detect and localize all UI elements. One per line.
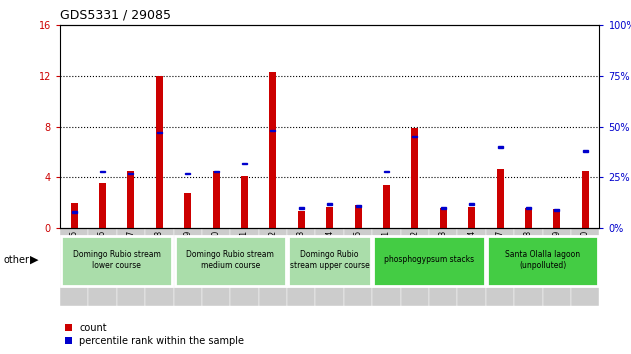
Bar: [497, 169, 504, 228]
Bar: [270, 130, 276, 131]
Bar: [553, 209, 560, 228]
Bar: [554, 210, 560, 211]
Bar: [100, 171, 105, 172]
Bar: [202, 228, 230, 306]
Text: phosphogypsum stacks: phosphogypsum stacks: [384, 256, 474, 264]
Bar: [543, 228, 571, 306]
Text: Domingo Rubio stream
lower course: Domingo Rubio stream lower course: [73, 250, 161, 270]
Bar: [269, 72, 276, 228]
Bar: [88, 228, 117, 306]
Bar: [383, 185, 390, 228]
Text: Domingo Rubio
stream upper course: Domingo Rubio stream upper course: [290, 250, 370, 270]
Bar: [288, 236, 371, 286]
Bar: [213, 171, 220, 228]
Bar: [128, 173, 134, 174]
Bar: [526, 207, 531, 209]
Bar: [326, 207, 333, 228]
Bar: [60, 228, 88, 306]
Bar: [525, 208, 532, 228]
Bar: [514, 228, 543, 306]
Bar: [174, 228, 202, 306]
Text: GDS5331 / 29085: GDS5331 / 29085: [60, 9, 171, 22]
Bar: [61, 236, 172, 286]
Bar: [287, 228, 316, 306]
Bar: [241, 176, 248, 228]
Bar: [469, 203, 475, 205]
Bar: [127, 171, 134, 228]
Bar: [230, 228, 259, 306]
Bar: [401, 228, 429, 306]
Bar: [457, 228, 486, 306]
Bar: [384, 171, 389, 172]
Text: ▶: ▶: [30, 255, 38, 265]
Bar: [242, 162, 247, 164]
Bar: [411, 128, 418, 228]
Bar: [497, 146, 503, 148]
Bar: [582, 171, 589, 228]
Bar: [175, 236, 286, 286]
Bar: [298, 207, 304, 209]
Bar: [344, 228, 372, 306]
Bar: [355, 205, 361, 207]
Bar: [327, 203, 333, 205]
Bar: [185, 173, 191, 174]
Bar: [372, 228, 401, 306]
Bar: [316, 228, 344, 306]
Bar: [259, 228, 287, 306]
Bar: [487, 236, 598, 286]
Bar: [145, 228, 174, 306]
Text: other: other: [3, 255, 29, 265]
Bar: [298, 211, 305, 228]
Bar: [412, 136, 418, 137]
Legend: count, percentile rank within the sample: count, percentile rank within the sample: [65, 323, 244, 346]
Bar: [582, 150, 588, 152]
Text: Santa Olalla lagoon
(unpolluted): Santa Olalla lagoon (unpolluted): [505, 250, 581, 270]
Bar: [429, 228, 457, 306]
Bar: [99, 183, 106, 228]
Bar: [184, 193, 191, 228]
Bar: [355, 205, 362, 228]
Bar: [156, 132, 162, 133]
Bar: [468, 207, 475, 228]
Bar: [440, 208, 447, 228]
Bar: [486, 228, 514, 306]
Bar: [571, 228, 599, 306]
Bar: [156, 76, 163, 228]
Bar: [71, 211, 77, 213]
Text: Domingo Rubio stream
medium course: Domingo Rubio stream medium course: [186, 250, 274, 270]
Bar: [117, 228, 145, 306]
Bar: [71, 203, 78, 228]
Bar: [213, 171, 219, 172]
Bar: [374, 236, 485, 286]
Bar: [440, 207, 446, 209]
